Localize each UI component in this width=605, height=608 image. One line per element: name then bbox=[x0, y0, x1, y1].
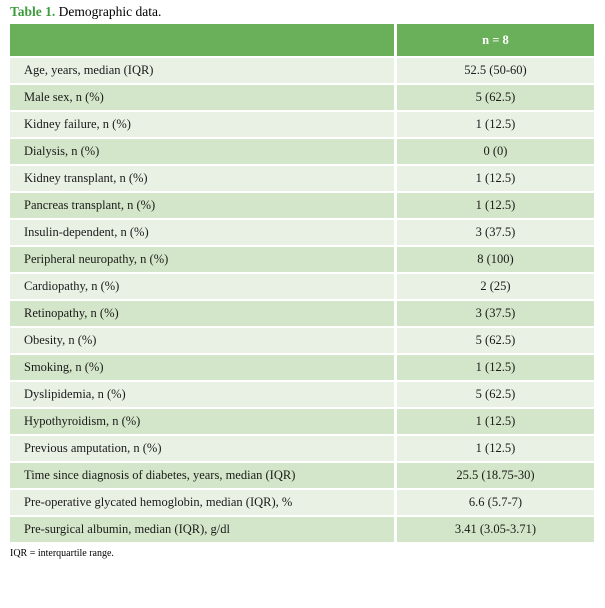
table-row: Obesity, n (%) 5 (62.5) bbox=[10, 327, 594, 355]
demographic-table: n = 8 Age, years, median (IQR) 52.5 (50-6… bbox=[10, 24, 594, 544]
row-label: Kidney failure, n (%) bbox=[10, 111, 397, 139]
row-value: 25.5 (18.75-30) bbox=[395, 462, 594, 490]
row-value: 2 (25) bbox=[395, 273, 594, 301]
table-caption: Table 1. Demographic data. bbox=[0, 0, 605, 24]
row-value: 6.6 (5.7-7) bbox=[395, 489, 594, 517]
row-value: 0 (0) bbox=[395, 138, 594, 166]
table-row: Smoking, n (%) 1 (12.5) bbox=[10, 354, 594, 382]
table-row: Kidney failure, n (%) 1 (12.5) bbox=[10, 111, 594, 139]
row-value: 1 (12.5) bbox=[395, 111, 594, 139]
row-label: Hypothyroidism, n (%) bbox=[10, 408, 397, 436]
row-label: Pre-surgical albumin, median (IQR), g/dl bbox=[10, 516, 397, 544]
row-value: 1 (12.5) bbox=[395, 408, 594, 436]
table-row: Dialysis, n (%) 0 (0) bbox=[10, 138, 594, 166]
row-value: 3 (37.5) bbox=[395, 300, 594, 328]
table-row: Retinopathy, n (%) 3 (37.5) bbox=[10, 300, 594, 328]
table-row: Hypothyroidism, n (%) 1 (12.5) bbox=[10, 408, 594, 436]
row-value: 3.41 (3.05-3.71) bbox=[395, 516, 594, 544]
row-label: Previous amputation, n (%) bbox=[10, 435, 397, 463]
table-body: Age, years, median (IQR) 52.5 (50-60) Male… bbox=[10, 57, 594, 544]
row-label: Insulin-dependent, n (%) bbox=[10, 219, 397, 247]
row-label: Smoking, n (%) bbox=[10, 354, 397, 382]
table-row: Time since diagnosis of diabetes, years,… bbox=[10, 462, 594, 490]
table-row: Cardiopathy, n (%) 2 (25) bbox=[10, 273, 594, 301]
table-row: Insulin-dependent, n (%) 3 (37.5) bbox=[10, 219, 594, 247]
row-value: 3 (37.5) bbox=[395, 219, 594, 247]
table-footnote: IQR = interquartile range. bbox=[10, 548, 114, 559]
row-value: 1 (12.5) bbox=[395, 354, 594, 382]
table-row: Age, years, median (IQR) 52.5 (50-60) bbox=[10, 57, 594, 85]
row-value: 1 (12.5) bbox=[395, 435, 594, 463]
table-row: Peripheral neuropathy, n (%) 8 (100) bbox=[10, 246, 594, 274]
row-label: Male sex, n (%) bbox=[10, 84, 397, 112]
table-row: Pre-surgical albumin, median (IQR), g/dl… bbox=[10, 516, 594, 544]
row-label: Pre-operative glycated hemoglobin, media… bbox=[10, 489, 397, 517]
row-value: 5 (62.5) bbox=[395, 84, 594, 112]
table-caption-text: Demographic data. bbox=[58, 4, 162, 19]
row-label: Time since diagnosis of diabetes, years,… bbox=[10, 462, 397, 490]
table-row: Kidney transplant, n (%) 1 (12.5) bbox=[10, 165, 594, 193]
row-label: Dialysis, n (%) bbox=[10, 138, 397, 166]
header-n-cell: n = 8 bbox=[395, 24, 594, 58]
row-label: Obesity, n (%) bbox=[10, 327, 397, 355]
row-label: Kidney transplant, n (%) bbox=[10, 165, 397, 193]
row-value: 52.5 (50-60) bbox=[395, 57, 594, 85]
table-row: Male sex, n (%) 5 (62.5) bbox=[10, 84, 594, 112]
row-value: 5 (62.5) bbox=[395, 327, 594, 355]
row-label: Peripheral neuropathy, n (%) bbox=[10, 246, 397, 274]
table-row: Dyslipidemia, n (%) 5 (62.5) bbox=[10, 381, 594, 409]
row-label: Pancreas transplant, n (%) bbox=[10, 192, 397, 220]
table-header-row: n = 8 bbox=[10, 24, 594, 58]
table-row: Pancreas transplant, n (%) 1 (12.5) bbox=[10, 192, 594, 220]
header-empty-cell bbox=[10, 24, 397, 58]
table-row: Previous amputation, n (%) 1 (12.5) bbox=[10, 435, 594, 463]
row-label: Cardiopathy, n (%) bbox=[10, 273, 397, 301]
row-value: 8 (100) bbox=[395, 246, 594, 274]
row-value: 5 (62.5) bbox=[395, 381, 594, 409]
table-row: Pre-operative glycated hemoglobin, media… bbox=[10, 489, 594, 517]
table-number-label: Table 1. bbox=[10, 4, 56, 19]
row-label: Retinopathy, n (%) bbox=[10, 300, 397, 328]
row-label: Age, years, median (IQR) bbox=[10, 57, 397, 85]
row-value: 1 (12.5) bbox=[395, 192, 594, 220]
row-label: Dyslipidemia, n (%) bbox=[10, 381, 397, 409]
row-value: 1 (12.5) bbox=[395, 165, 594, 193]
